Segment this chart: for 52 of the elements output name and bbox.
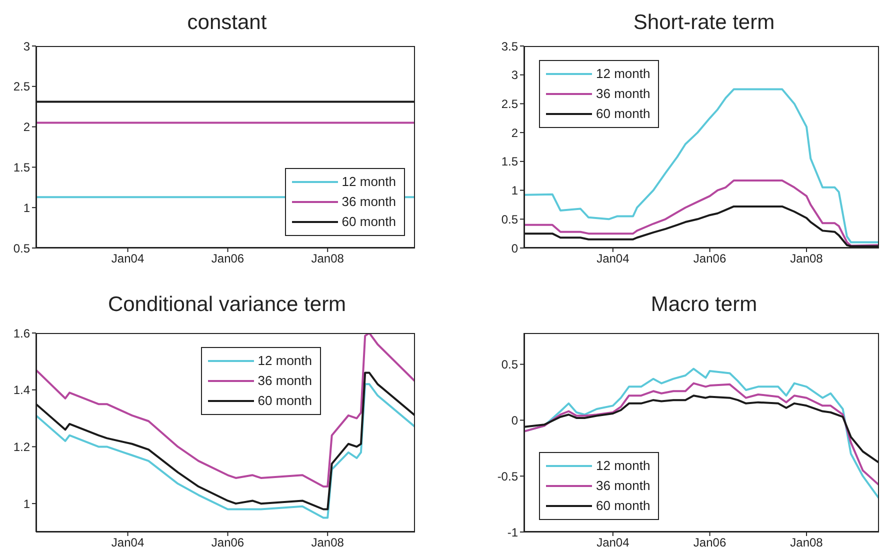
x-tick-label: Jan04 [111, 252, 144, 266]
legend-label: 60 month [258, 392, 312, 410]
line-series [524, 88, 879, 244]
y-tick-label: 1.5 [13, 160, 30, 174]
legend-label: 12 month [596, 457, 650, 475]
x-tick-label: Jan08 [790, 536, 824, 550]
chart-title: Macro term [650, 292, 758, 318]
y-tick-label: 3 [511, 68, 518, 82]
chart-title: Short-rate term [632, 10, 776, 36]
y-tick-label: 0.5 [501, 212, 518, 226]
y-tick-label: 3 [23, 39, 30, 54]
legend-label: 36 month [596, 85, 650, 103]
x-tick-label: Jan06 [693, 536, 726, 550]
x-tick-label: Jan08 [311, 252, 344, 266]
legend-label: 12 month [258, 352, 312, 370]
x-tick-label: Jan04 [596, 536, 630, 550]
y-tick-label: 1.2 [13, 440, 30, 454]
chart-title: constant [186, 10, 268, 36]
y-tick-label: 2 [23, 120, 30, 134]
legend-label: 12 month [596, 65, 650, 83]
legend-label: 60 month [342, 213, 396, 231]
y-tick-label: 0.5 [501, 358, 518, 372]
y-tick-label: 2.5 [501, 96, 518, 111]
y-tick-label: 2.5 [13, 80, 30, 94]
y-tick-label: 0 [511, 241, 518, 256]
y-tick-label: 1.4 [13, 383, 30, 398]
chart-title: Conditional variance term [106, 292, 348, 318]
y-tick-label: 0 [511, 413, 518, 428]
y-tick-label: 2 [511, 126, 518, 140]
x-tick-label: Jan06 [693, 252, 726, 266]
legend-label: 60 month [596, 105, 650, 123]
x-tick-label: Jan08 [311, 536, 344, 550]
y-tick-label: -0.5 [497, 469, 518, 484]
y-tick-label: 1 [23, 200, 30, 215]
y-tick-label: 1.6 [13, 326, 30, 340]
legend-label: 12 month [342, 173, 396, 191]
legend-label: 36 month [258, 372, 312, 390]
line-series [36, 333, 415, 488]
y-tick-label: 1 [23, 496, 30, 511]
legend-label: 36 month [342, 193, 396, 211]
x-tick-label: Jan08 [790, 252, 824, 266]
y-tick-label: 0.5 [13, 241, 30, 256]
x-tick-label: Jan06 [211, 536, 244, 550]
y-tick-label: 1.5 [501, 154, 518, 169]
x-tick-label: Jan04 [111, 536, 144, 550]
legend-label: 60 month [596, 497, 650, 515]
y-tick-label: -1 [507, 525, 518, 540]
x-tick-label: Jan04 [596, 252, 630, 266]
y-tick-label: 3.5 [501, 39, 518, 54]
y-tick-label: 1 [511, 184, 518, 198]
legend-label: 36 month [596, 477, 650, 495]
x-tick-label: Jan06 [211, 252, 244, 266]
